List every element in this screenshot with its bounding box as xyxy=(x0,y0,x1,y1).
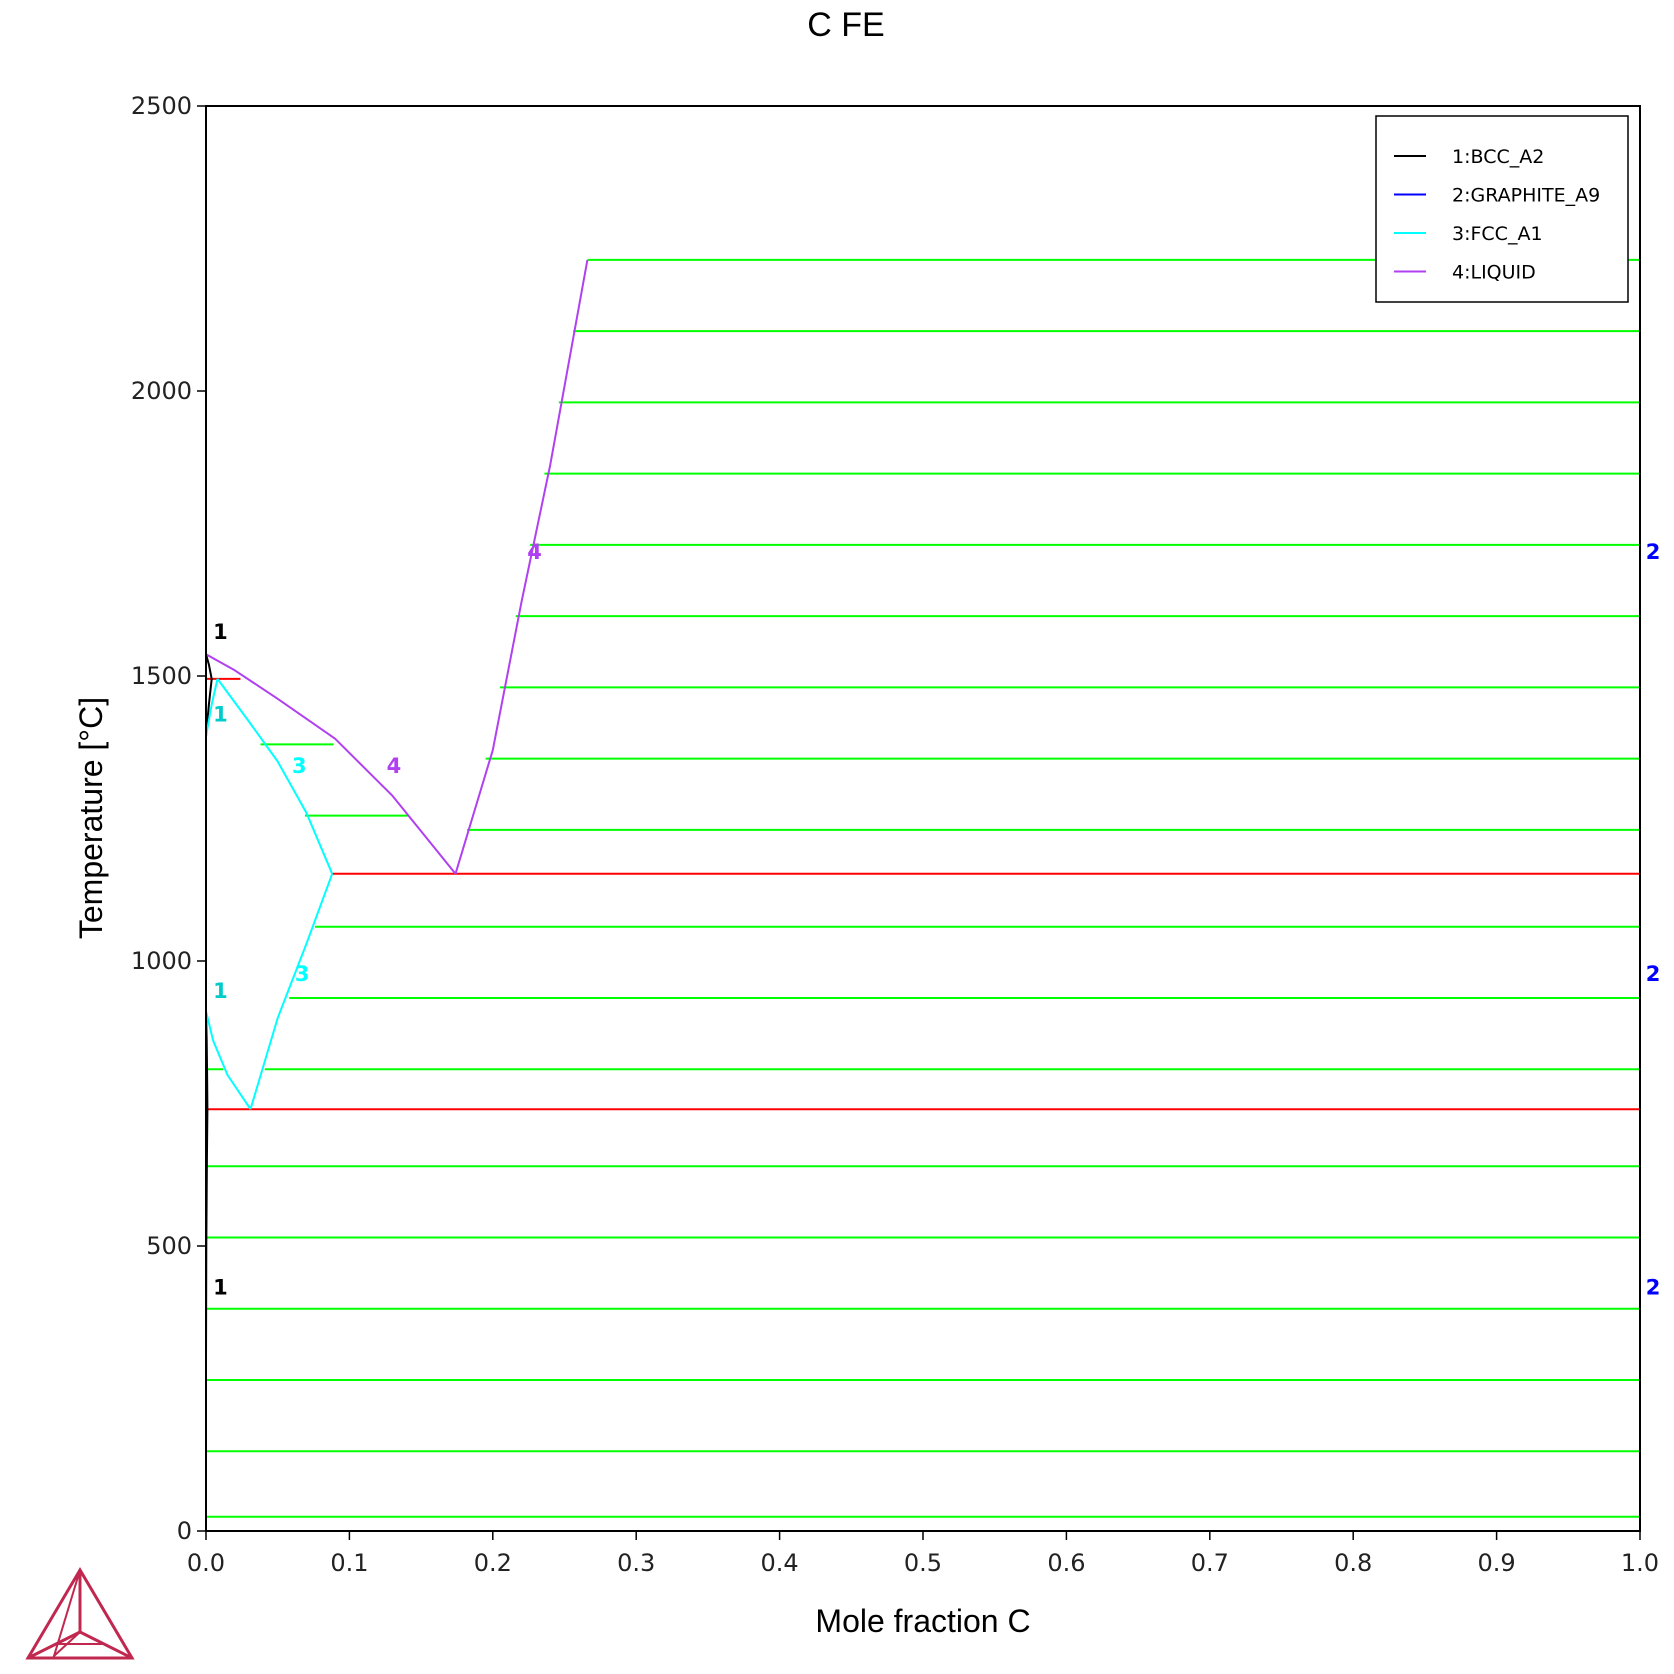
x-tick-label: 0.0 xyxy=(187,1549,225,1577)
curve-label: 4 xyxy=(527,540,542,564)
chart-title: C FE xyxy=(807,6,884,44)
y-tick-label: 2000 xyxy=(131,377,192,405)
series-line-fcc-a1 xyxy=(205,1010,252,1110)
x-tick-label: 0.6 xyxy=(1047,1549,1085,1577)
curve-label: 2 xyxy=(1646,962,1661,986)
curve-label: 3 xyxy=(292,754,307,778)
y-tick-label: 500 xyxy=(146,1232,192,1260)
y-axis: 0 500 1000 1500 2000 2500 xyxy=(131,92,206,1545)
invariant-lines xyxy=(206,677,1640,1111)
series-line-liquid xyxy=(454,259,589,875)
x-tick-label: 0.5 xyxy=(904,1549,942,1577)
y-axis-label: Temperature [°C] xyxy=(73,697,109,939)
curve-label: 1 xyxy=(213,703,228,727)
curve-label: 2 xyxy=(1646,1275,1661,1299)
y-tick-label: 1500 xyxy=(131,662,192,690)
x-tick-label: 1.0 xyxy=(1621,1549,1659,1577)
legend-entry: 2:GRAPHITE_A9 xyxy=(1452,185,1600,207)
x-tick-label: 0.8 xyxy=(1334,1549,1372,1577)
series-line-fcc-a1 xyxy=(216,678,334,875)
thermo-calc-logo xyxy=(25,1567,135,1660)
series-line-fcc-a1 xyxy=(205,678,219,737)
x-tick-label: 0.9 xyxy=(1478,1549,1516,1577)
curve-labels: 1 1 3 4 4 2 1 3 2 1 2 xyxy=(213,540,1660,1299)
series-line-fcc-a1 xyxy=(249,873,334,1110)
x-tick-label: 0.3 xyxy=(617,1549,655,1577)
curve-label: 1 xyxy=(213,1275,228,1299)
curve-label: 3 xyxy=(295,962,310,986)
x-tick-label: 0.4 xyxy=(761,1549,799,1577)
y-tick-label: 2500 xyxy=(131,92,192,120)
curve-label: 2 xyxy=(1646,540,1661,564)
phase-boundaries xyxy=(205,259,1641,1531)
x-tick-label: 0.7 xyxy=(1191,1549,1229,1577)
x-tick-label: 0.2 xyxy=(474,1549,512,1577)
x-axis: 0.0 0.1 0.2 0.3 0.4 0.5 0.6 0.7 0.8 0.9 1.0 xyxy=(187,1531,1659,1577)
legend-entry: 3:FCC_A1 xyxy=(1452,223,1543,245)
curve-label: 1 xyxy=(213,979,228,1003)
curve-label: 4 xyxy=(387,754,402,778)
y-tick-label: 0 xyxy=(177,1517,192,1545)
curve-label: 1 xyxy=(213,620,228,644)
series-line-liquid xyxy=(205,653,457,875)
legend-entry: 1:BCC_A2 xyxy=(1452,146,1544,168)
legend: 1:BCC_A2 2:GRAPHITE_A9 3:FCC_A1 4:LIQUID xyxy=(1375,115,1629,303)
x-axis-label: Mole fraction C xyxy=(815,1603,1030,1639)
plot-frame xyxy=(205,105,1641,1532)
y-tick-label: 1000 xyxy=(131,947,192,975)
x-tick-label: 0.1 xyxy=(330,1549,368,1577)
legend-entry: 4:LIQUID xyxy=(1452,262,1536,284)
tie-lines xyxy=(206,258,1640,1518)
